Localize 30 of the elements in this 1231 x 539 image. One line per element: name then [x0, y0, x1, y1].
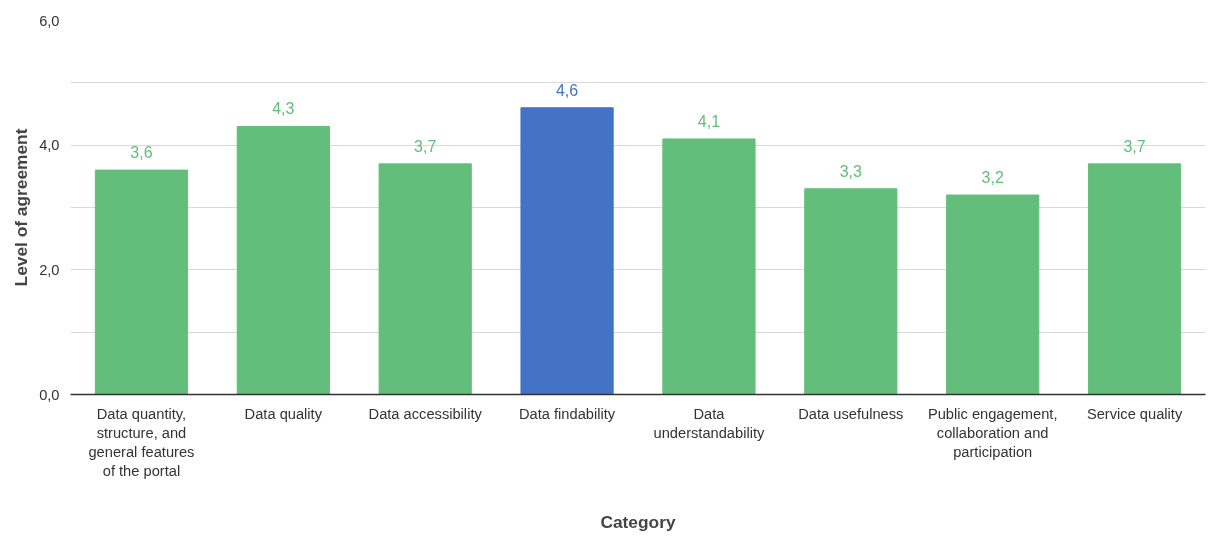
data-label: 3,2 [981, 169, 1004, 187]
y-tick-label: 6,0 [39, 12, 60, 29]
data-label: 3,6 [130, 144, 153, 162]
x-tick-label: Data accessibility [368, 405, 483, 422]
x-tick-label: Data quality [244, 405, 323, 422]
x-tick-label: Public engagement, collaboration and participation [927, 405, 1058, 460]
x-axis-title: Category [600, 512, 676, 533]
y-tick-label: 4,0 [39, 137, 60, 154]
data-label: 3,7 [414, 137, 437, 155]
data-label: 4,1 [697, 112, 721, 130]
data-label: 4,6 [555, 81, 579, 99]
bar [946, 194, 1040, 395]
data-label: 4,3 [272, 100, 295, 118]
x-tick-label: Data understandability [653, 405, 766, 441]
data-label: 3,7 [1123, 137, 1146, 155]
data-label: 3,3 [839, 162, 863, 180]
bar [378, 163, 472, 395]
bar [804, 188, 898, 395]
y-axis-title: Level of agreement [11, 128, 32, 287]
x-tick-label: Service quality [1086, 405, 1183, 422]
bar [662, 138, 756, 395]
bar [1087, 163, 1182, 395]
x-tick-label: Data quantity, structure, and general features of the portal [88, 405, 195, 480]
x-tick-label: Data usefulness [798, 405, 904, 422]
bar [94, 169, 189, 395]
x-tick-label: Data findability [519, 405, 616, 422]
bar [236, 125, 330, 395]
y-tick-label: 0,0 [39, 386, 60, 403]
bar [520, 107, 614, 395]
y-tick-label: 2,0 [39, 261, 60, 278]
